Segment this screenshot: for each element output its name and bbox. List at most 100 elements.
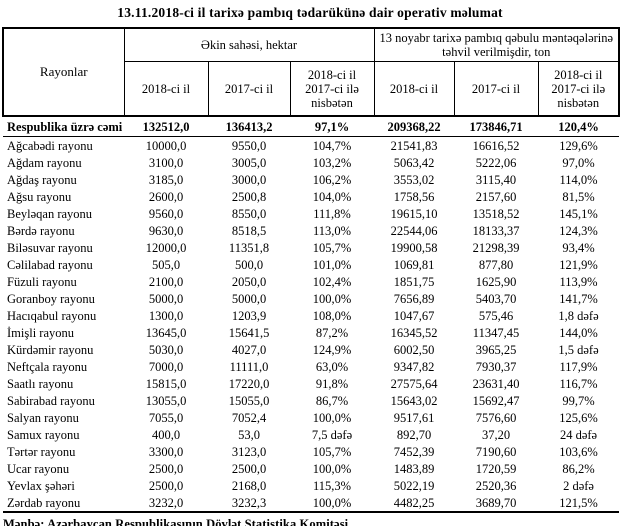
value-cell: 132512,0	[124, 116, 208, 137]
value-cell: 106,2%	[312, 172, 352, 187]
region-name-cell: Yevlax şəhəri	[7, 478, 75, 493]
value-cell: 2500,0	[148, 478, 184, 493]
value-cell: 13518,52	[472, 206, 520, 221]
value-cell: 7452,39	[393, 444, 435, 459]
value-cell: 100,0%	[312, 410, 352, 425]
value-cell: 108,0%	[312, 308, 352, 323]
value-cell: 10000,0	[145, 138, 187, 153]
value-cell: 102,4%	[312, 274, 352, 289]
table-row: Füzuli rayonu 2100,0 2050,0 102,4% 1851,75 16…	[3, 273, 619, 290]
region-name-cell: Salyan rayonu	[7, 410, 79, 425]
value-cell: 99,7%	[562, 393, 595, 408]
value-cell: 15641,5	[228, 325, 270, 340]
value-cell: 2168,0	[231, 478, 267, 493]
table-row: İmişli rayonu 13645,0 15641,5 87,2% 16345,52…	[3, 324, 619, 341]
table-row: Yevlax şəhəri 2500,0 2168,0 115,3% 5022,19 25…	[3, 477, 619, 494]
value-cell: 37,20	[481, 427, 511, 442]
column-header-rayonlar: Rayonlar	[2, 27, 125, 117]
value-cell: 11347,45	[472, 325, 520, 340]
region-name-cell: Füzuli rayonu	[7, 274, 77, 289]
source-note: Mənbə: Azərbaycan Respublikasının Dövlət…	[3, 517, 349, 526]
column-header-ton-ratio: 2018-ci il 2017-ci ilə nisbətən	[537, 61, 620, 117]
value-cell: 5403,70	[475, 291, 517, 306]
region-name-cell: Sabirabad rayonu	[7, 393, 95, 408]
value-cell: 86,7%	[315, 393, 349, 408]
group-header-delivered: 13 noyabr tarixə pambıq qəbulu məntəqələ…	[373, 27, 620, 62]
region-name-cell: Ağdam rayonu	[7, 155, 82, 170]
value-cell: 2157,60	[475, 189, 517, 204]
column-header-ton-2018: 2018-ci il	[373, 61, 455, 117]
region-name-cell: Tərtər rayonu	[7, 444, 76, 459]
value-cell: 2520,36	[475, 478, 517, 493]
value-cell: 3965,25	[475, 342, 517, 357]
value-cell: 114,0%	[559, 172, 598, 187]
value-cell: 136413,2	[208, 116, 290, 137]
table-row: Goranboy rayonu 5000,0 5000,0 100,0% 7656,89…	[3, 290, 619, 307]
page-title: 13.11.2018-ci il tarixə pambıq tədarükün…	[117, 5, 503, 20]
table-row: Ağdaş rayonu 3185,0 3000,0 106,2% 3553,02 311…	[3, 171, 619, 188]
value-cell: 15643,02	[390, 393, 438, 408]
value-cell: 1758,56	[393, 189, 435, 204]
value-cell: 91,8%	[315, 376, 349, 391]
table-body: Respublika üzrə cəmi 132512,0 136413,2 97,1…	[3, 116, 620, 513]
value-cell: 3689,70	[454, 494, 538, 513]
table-row: Hacıqabul rayonu 1300,0 1203,9 108,0% 1047,6…	[3, 307, 619, 324]
table-row: Salyan rayonu 7055,0 7052,4 100,0% 9517,61 75…	[3, 409, 619, 426]
total-label-cell: Respublika üzrə cəmi	[3, 116, 124, 137]
value-cell: 11351,8	[228, 240, 270, 255]
value-cell: 22544,06	[390, 223, 438, 238]
value-cell: 1483,89	[393, 461, 435, 476]
value-cell: 7055,0	[148, 410, 184, 425]
total-row: Respublika üzrə cəmi 132512,0 136413,2 97,1…	[3, 116, 620, 137]
table-header: Rayonlar Əkin sahəsi, hektar 13 noyabr t…	[2, 27, 620, 117]
value-cell: 9630,0	[148, 223, 184, 238]
column-header-ton-2017: 2017-ci il	[453, 61, 539, 117]
table-row: Zərdab rayonu 3232,0 3232,3 100,0% 4482,25 36…	[3, 494, 620, 513]
value-cell: 21541,83	[390, 138, 438, 153]
value-cell: 5222,06	[475, 155, 517, 170]
value-cell: 12000,0	[145, 240, 187, 255]
value-cell: 1720,59	[475, 461, 517, 476]
region-name-cell: Biləsuvar rayonu	[7, 240, 93, 255]
value-cell: 121,5%	[538, 494, 620, 513]
value-cell: 5063,42	[393, 155, 435, 170]
value-cell: 4482,25	[374, 494, 454, 513]
value-cell: 7576,60	[475, 410, 517, 425]
value-cell: 21298,39	[472, 240, 520, 255]
region-name-cell: Ucar rayonu	[7, 461, 70, 476]
value-cell: 113,9%	[559, 274, 598, 289]
value-cell: 7930,37	[475, 359, 517, 374]
value-cell: 53,0	[238, 427, 260, 442]
value-cell: 1851,75	[393, 274, 435, 289]
value-cell: 145,1%	[559, 206, 598, 221]
value-cell: 2050,0	[231, 274, 267, 289]
value-cell: 5022,19	[393, 478, 435, 493]
value-cell: 116,7%	[559, 376, 598, 391]
value-cell: 104,0%	[312, 189, 352, 204]
value-cell: 9560,0	[148, 206, 184, 221]
value-cell: 15055,0	[228, 393, 270, 408]
region-name-cell: Goranboy rayonu	[7, 291, 95, 306]
value-cell: 9347,82	[393, 359, 435, 374]
value-cell: 1047,67	[393, 308, 435, 323]
value-cell: 101,0%	[312, 257, 352, 272]
value-cell: 500,0	[234, 257, 264, 272]
value-cell: 7000,0	[148, 359, 184, 374]
value-cell: 892,70	[396, 427, 432, 442]
value-cell: 2600,0	[148, 189, 184, 204]
value-cell: 9517,61	[393, 410, 435, 425]
value-cell: 2500,0	[231, 461, 267, 476]
value-cell: 144,0%	[559, 325, 598, 340]
value-cell: 173846,71	[454, 116, 538, 137]
value-cell: 505,0	[151, 257, 181, 272]
value-cell: 1300,0	[148, 308, 184, 323]
value-cell: 877,80	[478, 257, 514, 272]
value-cell: 124,3%	[559, 223, 598, 238]
value-cell: 105,7%	[312, 444, 352, 459]
table-row: Ucar rayonu 2500,0 2500,0 100,0% 1483,89 1720…	[3, 460, 619, 477]
value-cell: 97,0%	[562, 155, 595, 170]
value-cell: 124,9%	[312, 342, 352, 357]
value-cell: 11111,0	[229, 359, 269, 374]
value-cell: 209368,22	[374, 116, 454, 137]
